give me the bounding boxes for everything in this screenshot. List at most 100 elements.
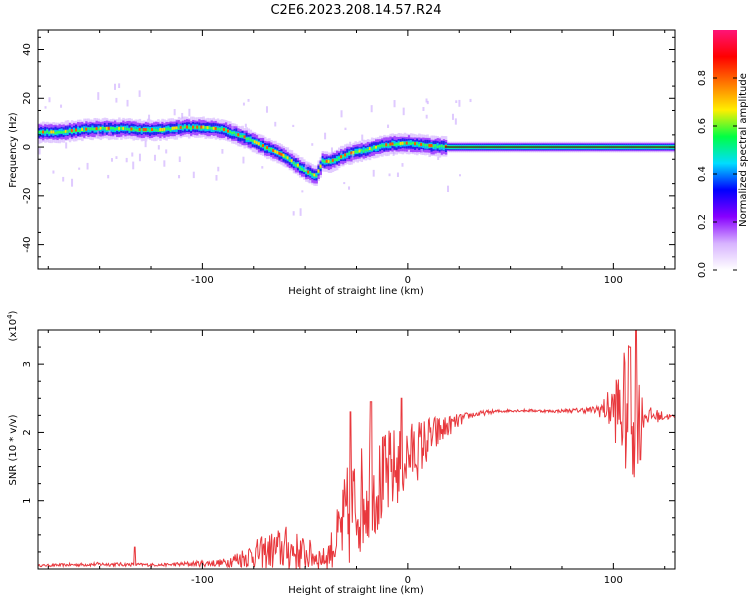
y-tick-label: 3: [22, 361, 33, 367]
heatmap-cell: [93, 127, 96, 131]
heatmap-cell: [210, 127, 214, 130]
heatmap-cell: [364, 148, 368, 152]
heatmap-cell: [344, 127, 347, 131]
heatmap-cell: [54, 131, 57, 135]
heatmap-cell: [64, 129, 68, 133]
heatmap-cell: [115, 97, 118, 103]
heatmap-cell: [288, 159, 292, 162]
heatmap-cell: [177, 124, 181, 130]
heatmap-cell: [242, 156, 245, 164]
heatmap-cell: [157, 145, 160, 150]
heatmap-cell: [163, 127, 167, 131]
heatmap-cell: [389, 142, 393, 146]
heatmap-cell: [311, 173, 314, 176]
heatmap-cell: [340, 151, 343, 154]
heatmap-cell: [77, 129, 80, 133]
heatmap-cell: [354, 150, 357, 153]
heatmap-cell: [422, 143, 425, 146]
heatmap-cell: [393, 143, 396, 147]
heatmap-cell: [403, 142, 407, 145]
heatmap-cell: [52, 170, 55, 174]
heatmap-cell: [249, 138, 253, 142]
heatmap-cell: [430, 144, 434, 148]
heatmap-cell: [78, 167, 81, 170]
heatmap-cell: [317, 169, 321, 173]
heatmap-cell: [349, 141, 352, 146]
heatmap-cell: [190, 127, 193, 130]
heatmap-cell: [259, 141, 263, 148]
heatmap-cell: [356, 150, 359, 154]
heatmap-cell: [48, 131, 51, 135]
colorbar-tick-label: 0.8: [697, 70, 708, 86]
heatmap-cell: [178, 175, 181, 179]
heatmap-cell: [434, 144, 438, 147]
heatmap-cell: [77, 126, 80, 133]
heatmap-cell: [342, 155, 345, 158]
heatmap-cell: [425, 114, 428, 119]
snr-series-line: [38, 330, 675, 569]
heatmap-cell: [436, 145, 440, 149]
spectrogram-axes: -100 0 100 -40 -20 0 20 40: [22, 30, 675, 286]
heatmap-cell: [253, 140, 257, 144]
heatmap-cell: [344, 153, 348, 157]
heatmap-cell: [192, 171, 195, 179]
heatmap-cell: [62, 130, 66, 134]
heatmap-cell: [132, 161, 135, 170]
heatmap-cell: [242, 102, 245, 106]
heatmap-cell: [86, 162, 89, 170]
heatmap-cell: [399, 141, 403, 145]
heatmap-cell: [38, 130, 41, 134]
heatmap-cell: [420, 142, 424, 146]
heatmap-cell: [60, 104, 63, 108]
heatmap-cell: [157, 129, 160, 132]
spectrogram-ylabel: Frequency (Hz): [8, 112, 19, 188]
heatmap-cell: [405, 141, 409, 145]
heatmap-cell: [265, 106, 268, 113]
heatmap-cell: [335, 156, 339, 162]
heatmap-cell: [286, 156, 290, 160]
heatmap-cell: [311, 143, 314, 146]
heatmap-cell: [97, 92, 100, 100]
heatmap-cell: [107, 126, 111, 130]
heatmap-cell: [335, 158, 339, 162]
heatmap-cell: [330, 147, 333, 155]
heatmap-cell: [259, 144, 263, 148]
heatmap-cell: [81, 127, 85, 131]
heatmap-cell: [235, 133, 238, 136]
snr-multiplier: (x104): [6, 310, 19, 341]
heatmap-cell: [351, 153, 354, 159]
heatmap-cell: [134, 126, 138, 132]
heatmap-cell: [458, 174, 461, 177]
snr-frame: [37, 329, 676, 570]
heatmap-cell: [444, 144, 448, 148]
x-tick-label: 0: [405, 575, 411, 586]
heatmap-cell: [72, 130, 76, 133]
heatmap-cell: [294, 163, 298, 167]
heatmap-cell: [442, 145, 446, 148]
heatmap-cell: [290, 159, 294, 163]
heatmap-cell: [87, 127, 90, 130]
heatmap-cell: [411, 141, 415, 145]
heatmap-cell: [142, 128, 146, 132]
heatmap-cell: [148, 129, 152, 132]
heatmap-cell: [196, 125, 200, 129]
heatmap-cell: [402, 107, 405, 116]
heatmap-cell: [321, 159, 325, 162]
heatmap-cell: [138, 127, 142, 131]
heatmap-cell: [40, 130, 43, 134]
heatmap-cell: [455, 100, 458, 104]
heatmap-cell: [130, 127, 134, 131]
heatmap-cell: [58, 130, 62, 134]
heatmap-cell: [70, 129, 74, 133]
heatmap-cell: [74, 128, 78, 132]
heatmap-cell: [306, 163, 309, 167]
heatmap-cell: [62, 176, 65, 182]
heatmap-cell: [329, 160, 333, 164]
heatmap-cell: [284, 155, 288, 159]
heatmap-cell: [268, 148, 271, 151]
heatmap-cell: [370, 148, 374, 151]
heatmap-cell: [261, 144, 265, 148]
heatmap-cell: [68, 129, 72, 132]
heatmap-cell: [304, 165, 307, 172]
spectrogram-heatmap: [38, 83, 676, 216]
